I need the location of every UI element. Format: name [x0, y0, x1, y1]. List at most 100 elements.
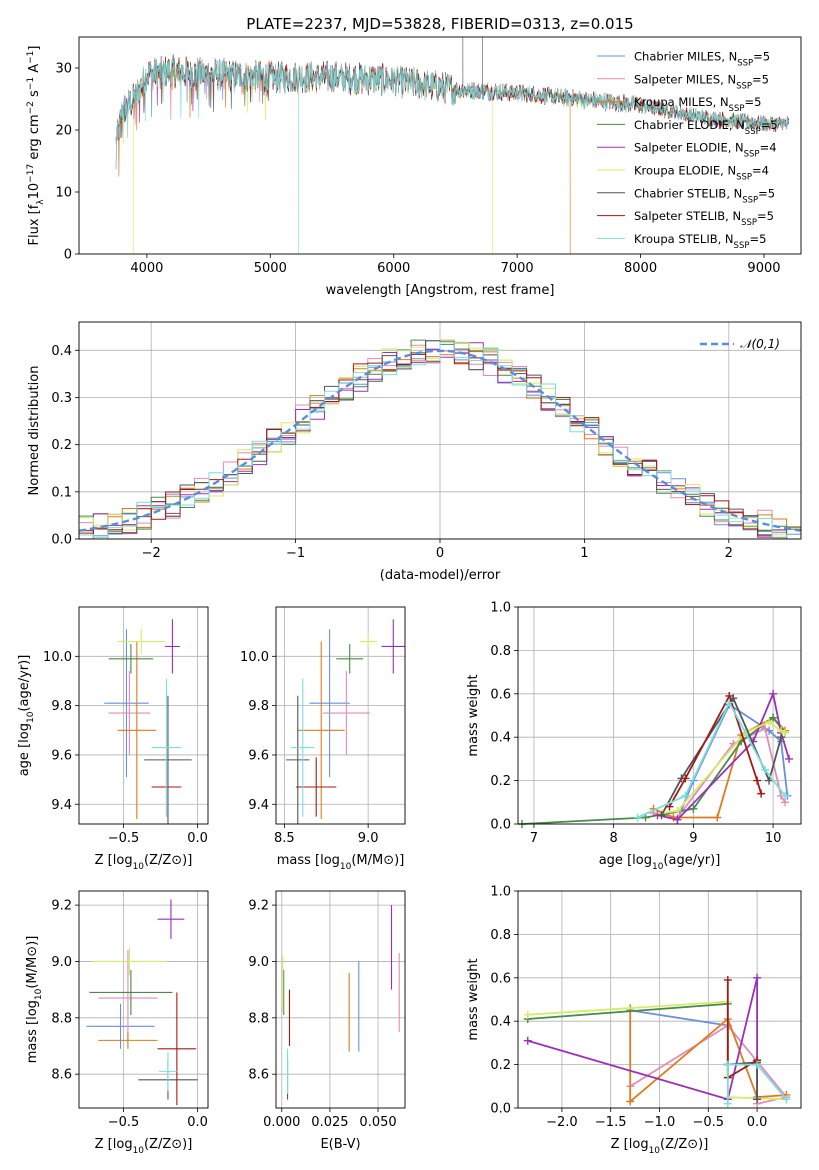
weight_vs_age-marker-kstelib — [725, 698, 734, 707]
weight_vs_age-marker-selodie — [769, 689, 778, 698]
x-tick-label: 5000 — [254, 261, 287, 276]
y-tick-label: 30 — [55, 62, 72, 77]
y-tick-label: 9.2 — [51, 899, 72, 914]
weight_vs_age-marker-cstelib — [657, 811, 666, 820]
spectrum-ylabel: Flux [fλ10−17 erg cm−2 s−1 A−1] — [26, 46, 46, 246]
weight_vs_Z-marker-selodie — [523, 1036, 532, 1045]
y-tick-label: 9.8 — [248, 699, 269, 714]
legend-label-selodie: Salpeter ELODIE, NSSP=4 — [634, 141, 777, 160]
weight_vs_age-marker-celodie — [769, 713, 778, 722]
y-tick-label: 8.6 — [248, 1068, 269, 1083]
y-tick-label: 10.0 — [240, 650, 269, 665]
x-tick-label: 7 — [530, 831, 538, 846]
weight_vs_Z-marker-kstelib — [723, 1060, 732, 1069]
weight_vs_age-line-cmiles — [676, 703, 789, 821]
x-tick-label: −2 — [142, 546, 161, 561]
mass_vs_Z-xlabel: Z [log10(Z/Z⊙)] — [95, 1137, 193, 1156]
x-tick-label: 9.0 — [358, 831, 379, 846]
spectrum-xlabel: wavelength [Angstrom, rest frame] — [326, 283, 555, 298]
x-tick-label: 10 — [765, 831, 782, 846]
y-tick-label: 0.6 — [490, 971, 511, 986]
mass_vs_Z-points — [86, 899, 198, 1106]
weight_vs_Z-marker-kstelib — [782, 1095, 791, 1104]
histograms — [79, 339, 801, 539]
x-tick-label: −0.5 — [108, 1115, 140, 1130]
residuals-xlabel: (data-model)/error — [380, 568, 501, 583]
y-tick-label: 10.0 — [43, 650, 72, 665]
weight_vs_Z-marker-selodie — [753, 973, 762, 982]
y-tick-label: 9.2 — [248, 899, 269, 914]
weight_vs_age-marker-kelodie — [765, 718, 774, 727]
y-tick-label: 8.8 — [248, 1011, 269, 1026]
x-tick-label: 1 — [580, 546, 588, 561]
y-tick-label: 9.8 — [51, 699, 72, 714]
x-tick-label: 0.025 — [311, 1115, 348, 1130]
weight_vs_age-marker-cstelib — [777, 733, 786, 742]
weight_vs_age-line-sstelib — [668, 693, 762, 808]
chart-title: PLATE=2237, MJD=53828, FIBERID=0313, z=0… — [246, 15, 633, 33]
y-tick-label: 0.2 — [490, 774, 511, 789]
x-tick-label: 6000 — [377, 261, 410, 276]
age_vs_Z-ylabel: age [log10(age/yr)] — [17, 655, 36, 777]
weight_vs_Z-ylabel: mass weight — [466, 958, 481, 1040]
weight_vs_age-ylabel: mass weight — [466, 674, 481, 756]
x-tick-label: 0.0 — [747, 1115, 768, 1130]
y-tick-label: 0.2 — [490, 1058, 511, 1073]
y-tick-label: 0.3 — [51, 391, 72, 406]
weight_vs_age-marker-kmiles — [713, 813, 722, 822]
x-tick-label: 8 — [610, 831, 618, 846]
y-tick-label: 0.6 — [490, 687, 511, 702]
spectrum-line-kstelib — [115, 58, 789, 254]
y-tick-label: 9.6 — [51, 748, 72, 763]
x-tick-label: 4000 — [130, 261, 163, 276]
x-tick-label: 0.000 — [263, 1115, 300, 1130]
histogram-selodie — [79, 342, 801, 539]
axes-frame — [517, 606, 802, 825]
normal-curve — [79, 349, 801, 532]
weight_vs_Z-line-kstelib — [726, 1063, 788, 1104]
weight_vs_age-marker-kstelib — [633, 813, 642, 822]
y-tick-label: 0 — [64, 248, 72, 263]
x-tick-label: −2.0 — [546, 1115, 578, 1130]
spectrum-lines — [115, 37, 790, 254]
legend-label-kelodie: Kroupa ELODIE, NSSP=4 — [634, 164, 769, 183]
weight_vs_age-marker-kelodie — [673, 806, 682, 815]
age_vs_mass-panel: 8.5 9.0 9.4 9.6 9.8 10.0 mass [log10(M/M⊙)] — [240, 606, 406, 872]
age_vs_mass-xlabel: mass [log10(M/M⊙)] — [277, 853, 405, 872]
y-tick-label: 9.0 — [51, 955, 72, 970]
x-tick-label: −0.5 — [693, 1115, 725, 1130]
legend: Chabrier MILES, NSSP=5 Salpeter MILES, NS… — [597, 50, 778, 251]
y-tick-label: 1.0 — [490, 601, 511, 616]
y-tick-label: 9.6 — [248, 748, 269, 763]
y-tick-label: 9.0 — [248, 955, 269, 970]
x-tick-label: 7000 — [501, 261, 534, 276]
y-tick-label: 0.0 — [51, 533, 72, 548]
y-tick-label: 0.4 — [51, 344, 72, 359]
x-tick-label: 0.0 — [187, 1115, 208, 1130]
y-tick-label: 1.0 — [490, 885, 511, 900]
x-tick-label: 8.5 — [274, 831, 295, 846]
mass_vs_Z-ylabel: mass [log10(M/M⊙)] — [25, 936, 44, 1064]
weight_vs_age-marker-kstelib — [681, 791, 690, 800]
weight_vs_age-marker-sstelib — [753, 776, 762, 785]
legend-label-kstelib: Kroupa STELIB, NSSP=5 — [634, 232, 766, 251]
weight_vs_age-marker-kstelib — [781, 791, 790, 800]
weight_vs_age-marker-sstelib — [681, 774, 690, 783]
y-tick-label: 0.8 — [490, 928, 511, 943]
weight_vs_age-marker-sstelib — [757, 789, 766, 798]
mass_vs_Z-panel: −0.5 0.0 8.6 8.8 9.0 9.2 Z [log10(Z/Z⊙)] mass [… — [25, 890, 209, 1156]
legend-label-cstelib: Chabrier STELIB, NSSP=5 — [634, 186, 775, 205]
axes-frame — [517, 890, 802, 1109]
axes-frame — [78, 36, 802, 255]
x-tick-label: −1.0 — [644, 1115, 676, 1130]
y-tick-label: 20 — [55, 124, 72, 139]
y-tick-label: 0.4 — [490, 731, 511, 746]
axes-frame — [78, 321, 802, 540]
mass_vs_ebv-xlabel: E(B-V) — [320, 1137, 360, 1152]
legend-label-sstelib: Salpeter STELIB, NSSP=5 — [634, 209, 774, 228]
legend-label-cmiles: Chabrier MILES, NSSP=5 — [634, 50, 770, 69]
mass_vs_ebv-panel: 0.000 0.025 0.050 8.6 8.8 9.0 9.2 E(B-V) — [248, 890, 406, 1152]
x-tick-label: 0 — [436, 546, 444, 561]
x-tick-label: 9 — [689, 831, 697, 846]
